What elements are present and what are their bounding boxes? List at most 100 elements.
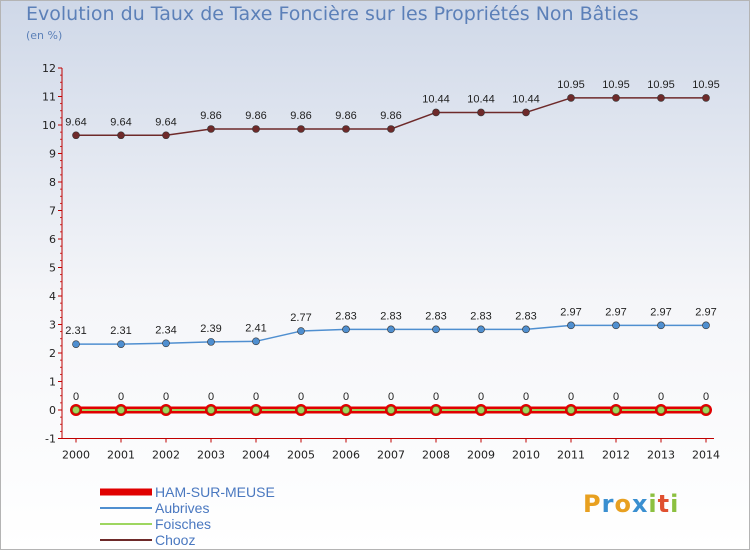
point-chooz [387,125,395,133]
point-aubrives [72,340,80,348]
point-aubrives [207,338,215,346]
point-foisches [657,406,665,414]
y-tick-label: 11 [42,91,56,104]
x-tick-label: 2013 [647,449,675,462]
logo-letter: i [670,490,680,518]
point-aubrives [522,325,530,334]
point-aubrives [702,321,710,330]
x-tick-label: 2009 [467,449,495,462]
point-foisches [117,406,125,414]
data-label-ham-sur-meuse: 0 [523,391,529,403]
point-foisches [702,406,710,414]
data-label-aubrives: 2.39 [200,323,221,335]
point-foisches [72,406,80,414]
data-label-chooz: 9.64 [110,116,131,128]
data-label-aubrives: 2.83 [515,310,536,322]
point-chooz [72,131,80,140]
point-chooz [297,125,305,133]
logo-letter: x [631,490,649,518]
y-tick-label: 2 [49,347,56,360]
data-label-chooz: 10.95 [557,79,585,91]
data-label-chooz: 9.86 [200,110,221,122]
point-chooz [162,131,170,140]
logo-letter: i [648,490,658,518]
point-chooz [522,108,530,117]
point-chooz [342,125,350,133]
data-label-chooz: 10.44 [467,93,495,105]
legend-label-aubrives: Aubrives [155,500,209,516]
data-label-ham-sur-meuse: 0 [388,391,394,403]
x-tick-label: 2007 [377,449,405,462]
data-label-aubrives: 2.31 [110,325,131,337]
data-label-aubrives: 2.77 [290,312,311,324]
data-label-chooz: 10.44 [512,93,540,105]
y-tick-label: 6 [49,233,56,246]
point-chooz [207,125,215,133]
point-aubrives [252,337,260,346]
data-label-aubrives: 2.97 [650,306,671,318]
x-tick-label: 2004 [242,449,270,462]
point-chooz [117,131,125,140]
data-label-ham-sur-meuse: 0 [118,391,124,403]
point-aubrives [162,339,170,348]
data-label-ham-sur-meuse: 0 [298,391,304,403]
data-label-aubrives: 2.83 [335,310,356,322]
data-label-chooz: 9.86 [380,110,401,122]
point-foisches [522,406,530,414]
y-tick-label: 10 [42,119,56,132]
point-aubrives [432,325,440,334]
data-label-chooz: 10.95 [647,79,675,91]
y-tick-label: 5 [49,262,56,275]
data-label-ham-sur-meuse: 0 [478,391,484,403]
data-labels: 0 0 0 0 0 0 0 0 0 0 0 0 0 0 0 2.31 2.31 2.34 2.39 2.41 2.77 2… [65,79,719,403]
data-label-ham-sur-meuse: 0 [613,391,619,403]
point-aubrives [117,340,125,348]
chart-title: Evolution du Taux de Taxe Foncière sur l… [26,3,639,25]
series-lines [76,97,706,414]
point-foisches [567,406,575,414]
point-foisches [477,406,485,414]
point-chooz [567,94,575,102]
logo-letter: r [601,490,615,518]
point-aubrives [567,321,575,330]
point-aubrives [657,321,665,330]
point-chooz [477,108,485,117]
data-label-ham-sur-meuse: 0 [343,391,349,403]
x-tick-label: 2008 [422,449,450,462]
point-chooz [657,94,665,102]
data-label-aubrives: 2.97 [560,306,581,318]
point-chooz [252,125,260,133]
data-label-chooz: 10.95 [602,79,630,91]
data-label-aubrives: 2.83 [425,310,446,322]
data-label-aubrives: 2.83 [380,310,401,322]
point-chooz [702,94,710,102]
data-label-ham-sur-meuse: 0 [208,391,214,403]
data-label-ham-sur-meuse: 0 [433,391,439,403]
x-tick-label: 2002 [152,449,180,462]
point-foisches [387,406,395,414]
y-tick-label: -1 [45,433,56,446]
point-foisches [162,406,170,414]
logo-letter: P [583,490,602,518]
x-tick-label: 2000 [62,449,90,462]
y-tick-label: 4 [49,290,56,303]
point-aubrives [297,327,305,335]
data-label-chooz: 9.64 [65,116,86,128]
data-label-ham-sur-meuse: 0 [163,391,169,403]
data-label-ham-sur-meuse: 0 [658,391,664,403]
point-foisches [252,406,260,414]
x-tick-label: 2006 [332,449,360,462]
y-tick-label: 12 [42,62,56,75]
data-label-aubrives: 2.97 [695,306,716,318]
legend-label-chooz: Chooz [155,532,195,548]
data-label-chooz: 9.86 [245,110,266,122]
point-aubrives [477,325,485,334]
data-label-aubrives: 2.31 [65,325,86,337]
data-label-chooz: 10.44 [422,93,450,105]
x-tick-label: 2014 [692,449,720,462]
point-foisches [207,406,215,414]
x-tick-label: 2003 [197,449,225,462]
legend-label-foisches: Foisches [155,516,211,532]
